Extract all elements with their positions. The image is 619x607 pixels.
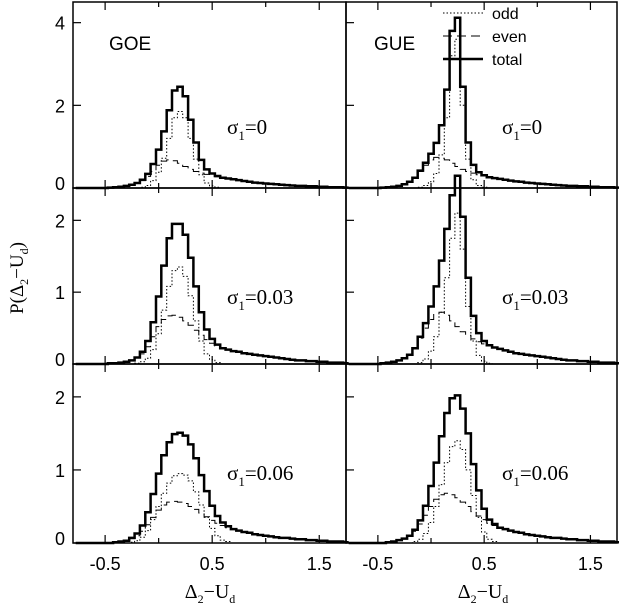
y-tick-label: 1: [55, 283, 65, 303]
series-total-line: [348, 174, 619, 366]
series-total-line: [75, 222, 349, 366]
series-total-line: [75, 85, 349, 190]
sigma-value: =0.06: [520, 461, 569, 485]
panel-1-1: 0 2 4 GOE σ1=0: [55, 1, 349, 194]
y-tick-label: 2: [55, 388, 65, 408]
series-odd-line: [75, 266, 349, 365]
series-total-line: [75, 431, 349, 545]
x-axis-label-right-sub2: d: [502, 592, 508, 606]
sigma-symbol: σ: [502, 461, 513, 485]
sigma-label: σ1=0: [227, 115, 267, 143]
y-axis-label-mid: −U: [7, 254, 28, 279]
sigma-subscript: 1: [238, 128, 245, 143]
y-tick-label: 1: [55, 461, 65, 481]
sigma-value: =0: [245, 115, 267, 139]
legend-odd-label: odd: [492, 6, 519, 23]
y-axis-label-post: ): [7, 242, 28, 248]
sigma-symbol: σ: [227, 461, 238, 485]
y-axis-label-sub2: d: [17, 248, 31, 254]
panel-1-2: GUE σ1=0: [345, 1, 619, 190]
x-axis-label-right: Δ2−Ud: [458, 581, 509, 606]
sigma-label: σ1=0.06: [227, 461, 293, 489]
x-axis-label-left-main: Δ: [185, 581, 198, 603]
y-tick-label: 0: [55, 174, 65, 194]
x-axis-label-right-sub1: 2: [471, 592, 477, 606]
x-axis-label-left-sub2: d: [229, 592, 235, 606]
x-axis-label-left: Δ2−Ud: [185, 581, 236, 606]
y-tick-label: 2: [55, 96, 65, 116]
panel-frame: [72, 1, 347, 189]
series-odd-line: [75, 473, 349, 544]
panel-frame: [345, 363, 618, 544]
ensemble-label: GOE: [109, 34, 151, 55]
series-odd-line: [348, 38, 619, 189]
sigma-label: σ1=0: [502, 115, 542, 143]
y-axis-label-pre: P(Δ: [7, 285, 28, 314]
sigma-label: σ1=0.03: [227, 285, 293, 313]
panel-3-2: -0.5 0.5 1.5 σ1=0.06: [345, 363, 619, 574]
panel-3-1: 012-0.5 0.5 1.5σ1=0.06: [55, 363, 349, 574]
panel-frame: [345, 1, 618, 189]
sigma-value: =0.06: [245, 461, 294, 485]
series-total-line: [348, 16, 619, 190]
sigma-symbol: σ: [502, 285, 513, 309]
sigma-value: =0.03: [245, 285, 294, 309]
x-axis-label-left-mid: −U: [204, 581, 230, 603]
x-tick-label: 1.5: [578, 554, 603, 574]
x-axis-label-left-sub1: 2: [198, 592, 204, 606]
sigma-subscript: 1: [513, 298, 520, 313]
panel-2-2: σ1=0.03: [345, 174, 619, 366]
legend-even-label: even: [492, 29, 527, 46]
legend: odd even total: [443, 6, 527, 69]
x-tick-label: -0.5: [90, 554, 121, 574]
sigma-subscript: 1: [513, 128, 520, 143]
ensemble-label: GUE: [374, 34, 415, 55]
legend-total-label: total: [492, 52, 522, 69]
series-total-line: [348, 394, 619, 545]
y-tick-label: 0: [55, 529, 65, 549]
sigma-value: =0: [520, 115, 542, 139]
y-tick-label: 2: [55, 211, 65, 231]
panel-frame: [72, 363, 347, 544]
series-odd-line: [75, 111, 349, 189]
sigma-subscript: 1: [238, 298, 245, 313]
y-axis-label-sub1: 2: [17, 279, 31, 285]
sigma-symbol: σ: [227, 115, 238, 139]
sigma-symbol: σ: [502, 115, 513, 139]
sigma-subscript: 1: [238, 474, 245, 489]
sigma-value: =0.03: [520, 285, 569, 309]
x-axis-label-right-mid: −U: [477, 581, 503, 603]
sigma-symbol: σ: [227, 285, 238, 309]
x-tick-label: 1.5: [307, 554, 332, 574]
sigma-label: σ1=0.03: [502, 285, 568, 313]
x-tick-label: 0.5: [200, 554, 225, 574]
sigma-label: σ1=0.06: [502, 461, 568, 489]
sigma-subscript: 1: [513, 474, 520, 489]
series-odd-line: [348, 440, 619, 544]
y-tick-label: 0: [55, 350, 65, 370]
x-tick-label: -0.5: [362, 554, 393, 574]
y-tick-label: 4: [55, 14, 65, 34]
x-axis-label-right-main: Δ: [458, 581, 471, 603]
x-tick-label: 0.5: [472, 554, 497, 574]
y-axis-label: P(Δ2−Ud): [7, 242, 31, 314]
